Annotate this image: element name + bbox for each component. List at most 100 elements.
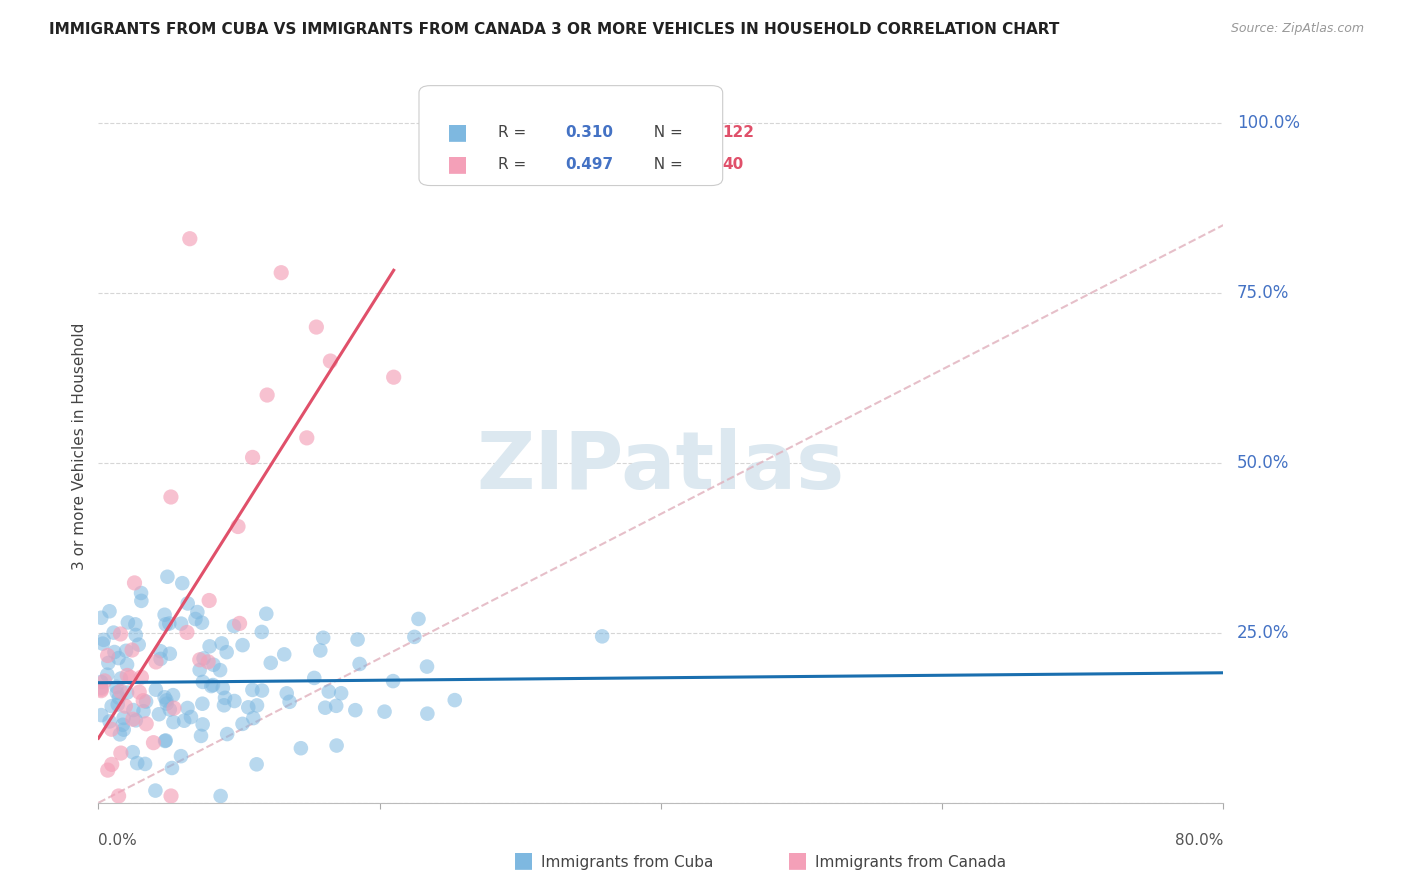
Point <box>131 670 153 684</box>
Point <box>309 643 332 657</box>
Point <box>242 450 264 465</box>
Point <box>108 727 131 741</box>
Point <box>149 644 172 658</box>
Point <box>242 682 264 697</box>
Point <box>215 645 238 659</box>
Text: N =: N = <box>644 157 688 171</box>
Point <box>115 685 138 699</box>
Point <box>242 711 264 725</box>
Point <box>110 684 132 698</box>
Point <box>197 655 219 669</box>
Point <box>105 680 128 694</box>
Text: N =: N = <box>644 125 688 139</box>
Point <box>145 783 167 797</box>
Text: ■: ■ <box>447 122 468 142</box>
Point <box>90 682 112 697</box>
Y-axis label: 3 or more Vehicles in Household: 3 or more Vehicles in Household <box>72 322 87 570</box>
Point <box>120 670 142 684</box>
Point <box>100 757 122 772</box>
Text: Immigrants from Canada: Immigrants from Canada <box>815 855 1007 870</box>
Text: Source: ZipAtlas.com: Source: ZipAtlas.com <box>1230 22 1364 36</box>
Text: 0.497: 0.497 <box>565 157 613 171</box>
Point <box>156 697 179 711</box>
Point <box>443 693 465 707</box>
Point <box>122 703 145 717</box>
Point <box>172 576 194 591</box>
Text: 75.0%: 75.0% <box>1237 284 1289 302</box>
FancyBboxPatch shape <box>419 86 723 186</box>
Point <box>124 575 146 590</box>
Point <box>190 729 212 743</box>
Point <box>238 700 260 714</box>
Point <box>198 640 221 654</box>
Point <box>325 698 347 713</box>
Point <box>193 651 215 665</box>
Text: 40: 40 <box>723 157 744 171</box>
Point <box>170 616 193 631</box>
Point <box>374 705 396 719</box>
Point <box>270 266 292 280</box>
Point <box>156 570 179 584</box>
Point <box>100 699 122 714</box>
Point <box>222 619 245 633</box>
Point <box>160 490 183 504</box>
Point <box>97 656 120 670</box>
Point <box>110 746 132 760</box>
Point <box>90 681 112 695</box>
Point <box>201 678 224 692</box>
Point <box>90 675 112 690</box>
Point <box>250 683 273 698</box>
Point <box>155 693 177 707</box>
Point <box>202 657 225 672</box>
Text: ■: ■ <box>787 850 808 870</box>
Text: 50.0%: 50.0% <box>1237 454 1289 472</box>
Point <box>224 694 246 708</box>
Point <box>314 700 336 714</box>
Point <box>135 716 157 731</box>
Text: ■: ■ <box>513 850 534 870</box>
Point <box>256 388 278 402</box>
Point <box>177 597 200 611</box>
Point <box>97 648 120 663</box>
Point <box>250 624 273 639</box>
Point <box>110 672 132 686</box>
Point <box>107 789 129 803</box>
Point <box>163 701 186 715</box>
Point <box>209 663 232 677</box>
Point <box>115 644 138 658</box>
Point <box>114 699 136 714</box>
Point <box>132 693 155 707</box>
Point <box>170 749 193 764</box>
Point <box>319 354 342 368</box>
Point <box>96 667 118 681</box>
Point <box>121 745 143 759</box>
Point <box>125 628 148 642</box>
Point <box>191 717 214 731</box>
Point <box>132 704 155 718</box>
Point <box>128 685 150 699</box>
Point <box>98 714 121 729</box>
Point <box>191 674 214 689</box>
Point <box>125 714 148 728</box>
Point <box>176 625 198 640</box>
Point <box>246 698 269 713</box>
Point <box>184 612 207 626</box>
Point <box>159 702 181 716</box>
Point <box>105 685 128 699</box>
Point <box>100 723 122 737</box>
Point <box>145 682 167 697</box>
Point <box>148 707 170 722</box>
Point <box>127 756 149 770</box>
Point <box>124 617 146 632</box>
Point <box>93 673 115 688</box>
Point <box>212 698 235 713</box>
Point <box>108 690 131 705</box>
Point <box>110 627 132 641</box>
Point <box>416 659 439 673</box>
Text: 0.310: 0.310 <box>565 125 613 139</box>
Text: R =: R = <box>498 157 531 171</box>
Point <box>232 638 254 652</box>
Point <box>145 655 167 669</box>
Point <box>153 734 176 748</box>
Point <box>142 736 165 750</box>
